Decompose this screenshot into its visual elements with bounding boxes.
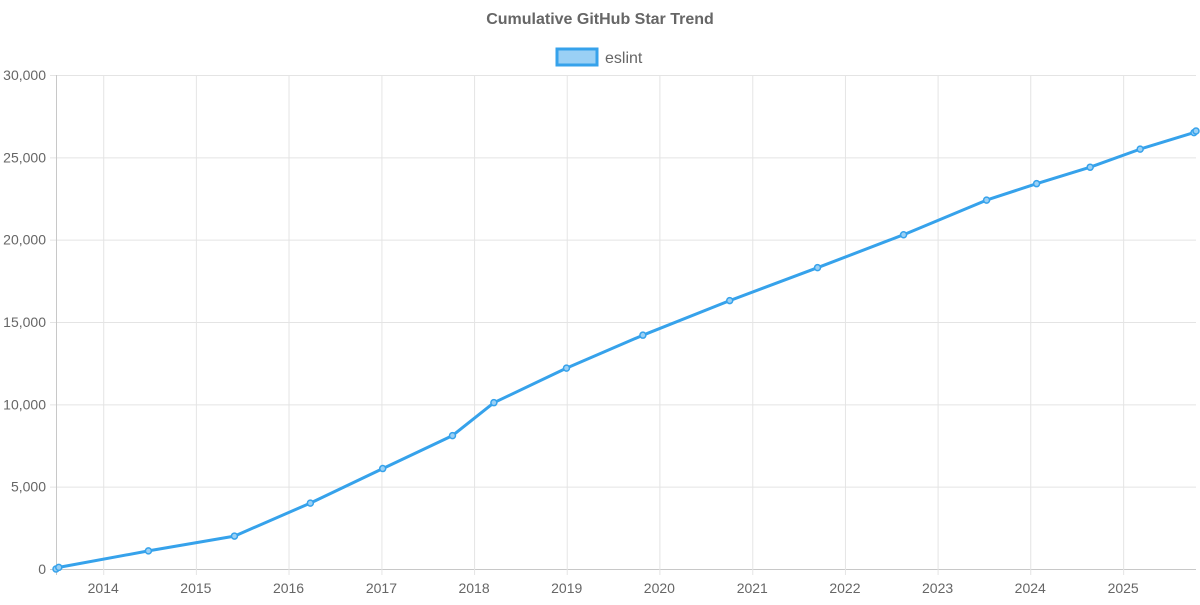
y-tick-label: 5,000 — [11, 479, 46, 495]
x-tick-label: 2020 — [644, 580, 675, 596]
data-point[interactable] — [55, 563, 63, 572]
x-tick-label: 2016 — [273, 580, 304, 596]
data-point[interactable] — [1136, 145, 1144, 153]
data-point[interactable] — [899, 230, 908, 239]
data-point[interactable] — [982, 196, 991, 204]
x-tick-label: 2017 — [366, 580, 397, 596]
data-point[interactable] — [306, 499, 315, 507]
x-tick-label: 2025 — [1108, 580, 1139, 596]
data-point[interactable] — [725, 296, 734, 305]
data-point[interactable] — [230, 532, 239, 540]
legend[interactable]: eslint — [555, 47, 643, 67]
y-tick-label: 15,000 — [3, 314, 46, 330]
chart-title: Cumulative GitHub Star Trend — [486, 11, 714, 28]
y-tick-label: 0 — [38, 561, 46, 577]
x-tick-label: 2019 — [551, 580, 582, 596]
y-tick-label: 30,000 — [3, 67, 46, 83]
data-point[interactable] — [490, 398, 498, 407]
data-point[interactable] — [562, 364, 571, 372]
y-tick-label: 25,000 — [3, 149, 46, 165]
data-point[interactable] — [1192, 127, 1200, 135]
x-tick-label: 2018 — [458, 580, 489, 596]
x-tick-label: 2021 — [737, 580, 768, 596]
data-point[interactable] — [378, 464, 387, 473]
legend-swatch[interactable] — [555, 47, 599, 67]
x-tick-label: 2022 — [829, 580, 860, 596]
grid — [50, 75, 1196, 575]
data-point[interactable] — [1032, 179, 1041, 188]
series-line — [54, 129, 1198, 571]
data-point[interactable] — [448, 431, 457, 440]
data-point[interactable] — [144, 547, 153, 555]
data-point[interactable] — [1086, 163, 1094, 171]
y-tick-label: 10,000 — [3, 396, 46, 412]
x-tick-label: 2015 — [180, 580, 211, 596]
x-tick-label: 2014 — [88, 580, 119, 596]
series-eslint — [52, 127, 1200, 573]
series-layer — [52, 127, 1200, 573]
axes: 0 5,000 10,000 15,000 20,000 25,000 30,000 2014… — [3, 67, 1139, 596]
legend-label[interactable]: eslint — [605, 50, 643, 67]
x-tick-label: 2023 — [922, 580, 953, 596]
data-point[interactable] — [813, 263, 822, 272]
x-tick-label: 2024 — [1015, 580, 1046, 596]
y-tick-label: 20,000 — [3, 232, 46, 248]
data-point[interactable] — [639, 331, 647, 339]
